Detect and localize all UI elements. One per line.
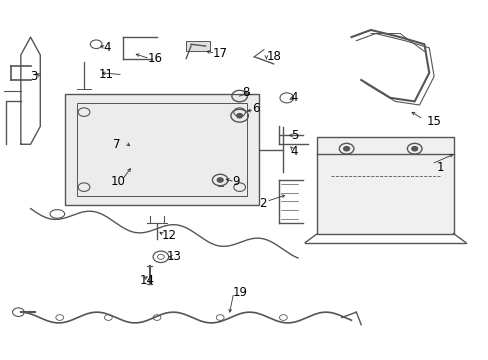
Text: 16: 16: [147, 52, 162, 65]
Text: 1: 1: [436, 161, 443, 174]
Text: 13: 13: [166, 250, 181, 263]
Text: 10: 10: [111, 175, 125, 188]
Bar: [317, 137, 453, 234]
Bar: [186, 41, 210, 51]
Text: 8: 8: [242, 86, 249, 99]
Text: 7: 7: [113, 138, 120, 151]
Circle shape: [236, 113, 242, 118]
Circle shape: [343, 147, 349, 151]
Text: 2: 2: [258, 197, 266, 210]
Text: 17: 17: [212, 47, 227, 60]
Text: 19: 19: [232, 286, 247, 299]
Circle shape: [217, 178, 223, 182]
Bar: [77, 103, 246, 196]
Text: 5: 5: [290, 129, 298, 142]
Circle shape: [411, 147, 417, 151]
Text: 18: 18: [266, 50, 281, 63]
Text: 4: 4: [290, 145, 298, 158]
Bar: [64, 94, 259, 205]
Text: 15: 15: [426, 114, 441, 127]
Text: 4: 4: [103, 41, 111, 54]
Text: 6: 6: [251, 102, 259, 115]
Text: 11: 11: [99, 68, 113, 81]
Text: 9: 9: [232, 175, 239, 188]
Text: 12: 12: [162, 229, 177, 242]
Text: 4: 4: [290, 91, 298, 104]
Text: 3: 3: [30, 70, 38, 83]
Text: 14: 14: [140, 274, 155, 287]
